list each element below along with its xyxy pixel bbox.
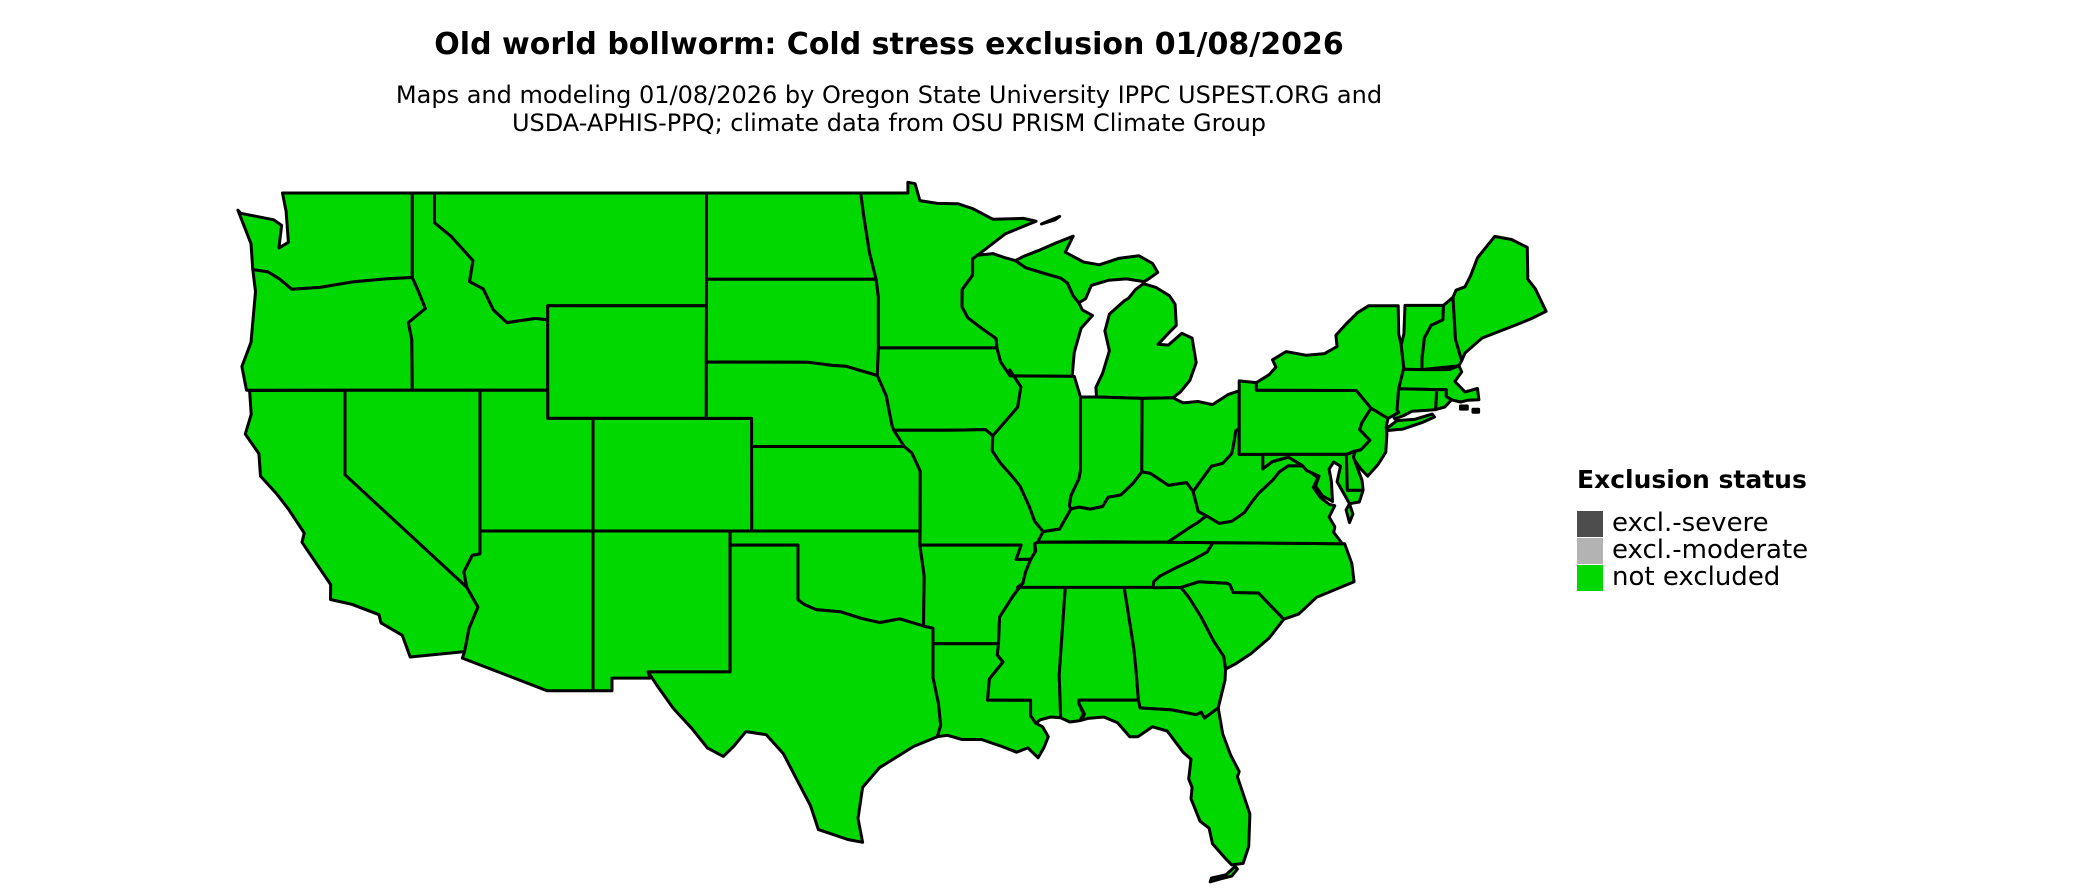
state-NM (591, 529, 732, 693)
legend-item-label: excl.-moderate (1612, 535, 1809, 565)
state-CT (1391, 387, 1439, 421)
map-subtitle-line-2: USDA-APHIS-PPQ; climate data from OSU PR… (511, 109, 1267, 137)
map-subtitle: Maps and modeling 01/08/2026 by Oregon S… (0, 81, 1778, 137)
state-MI (1013, 214, 1198, 400)
moderate-swatch-icon (1577, 537, 1603, 564)
state-MD (1261, 452, 1365, 506)
page-title: Old world bollworm: Cold stress exclusio… (434, 27, 1344, 62)
not-excluded-swatch-icon (1577, 564, 1603, 591)
state-NY (1254, 304, 1436, 432)
legend-item-severe: excl.-severe (1577, 510, 1808, 537)
state-AZ (460, 529, 595, 693)
legend: Exclusion status excl.-severe excl.-mode… (1577, 465, 1808, 591)
legend-item-label: excl.-severe (1612, 508, 1769, 538)
state-TX (646, 543, 943, 844)
state-CO (591, 416, 754, 533)
state-KS (750, 445, 922, 533)
state-DE (1344, 450, 1365, 492)
state-ME (1451, 234, 1548, 363)
legend-title: Exclusion status (1577, 465, 1807, 494)
legend-item-not-excluded: not excluded (1577, 564, 1808, 591)
map-subtitle-line-1: Maps and modeling 01/08/2026 by Oregon S… (395, 81, 1383, 109)
legend-item-moderate: excl.-moderate (1577, 537, 1808, 564)
state-OR (240, 268, 427, 392)
state-NC (1151, 541, 1356, 621)
state-ND (705, 191, 878, 281)
state-WY (546, 304, 708, 420)
severe-swatch-icon (1577, 510, 1603, 537)
state-FL (1077, 698, 1252, 884)
legend-item-label: not excluded (1612, 562, 1781, 592)
